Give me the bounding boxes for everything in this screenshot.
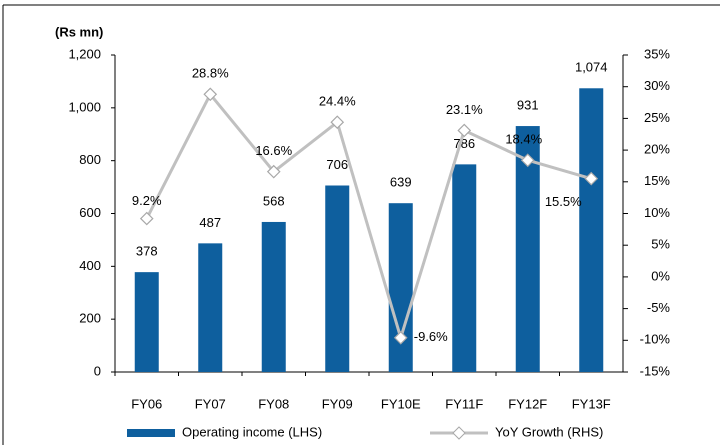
growth-marker xyxy=(393,330,408,345)
growth-marker xyxy=(457,123,472,138)
growth-value-label: 15.5% xyxy=(545,194,582,209)
growth-marker xyxy=(139,211,154,226)
x-tick-label: FY13F xyxy=(572,396,611,411)
x-tick-label: FY10E xyxy=(381,396,421,411)
y-tick-label: 800 xyxy=(79,152,101,167)
y2-tick-label: -5% xyxy=(647,300,671,315)
bar xyxy=(261,221,286,372)
x-tick-label: FY06 xyxy=(131,396,162,411)
growth-line xyxy=(145,91,592,343)
y-tick-label: 600 xyxy=(79,205,101,220)
y-tick-label: 0 xyxy=(94,363,101,378)
bar xyxy=(452,164,477,372)
legend-label: Operating income (LHS) xyxy=(182,424,322,439)
y2-tick-label: 0% xyxy=(651,268,670,283)
bar-value-label: 378 xyxy=(136,244,158,259)
x-tick-label: FY12F xyxy=(508,396,547,411)
x-tick-label: FY07 xyxy=(195,396,226,411)
growth-value-label: 23.1% xyxy=(446,102,483,117)
bar xyxy=(579,88,604,372)
x-tick-label: FY08 xyxy=(258,396,289,411)
bar-value-label: 639 xyxy=(390,175,412,190)
legend-label: YoY Growth (RHS) xyxy=(495,424,603,439)
legend-marker xyxy=(452,426,466,440)
y2-tick-label: 10% xyxy=(644,205,670,220)
y2-tick-label: -15% xyxy=(640,363,671,378)
y-tick-label: 200 xyxy=(79,311,101,326)
growth-value-label: 24.4% xyxy=(319,94,356,109)
bar-value-label: 931 xyxy=(517,97,539,112)
bar xyxy=(388,203,413,372)
y2-tick-label: 15% xyxy=(644,173,670,188)
x-tick-label: FY11F xyxy=(445,396,483,411)
bar xyxy=(134,272,159,372)
y2-tick-label: 35% xyxy=(644,46,670,61)
y-tick-label: 1,200 xyxy=(68,46,101,61)
bar-value-label: 786 xyxy=(453,136,475,151)
bar-value-label: 1,074 xyxy=(575,60,608,75)
y2-tick-label: -10% xyxy=(640,332,671,347)
y-tick-label: 400 xyxy=(79,258,101,273)
bar-value-label: 568 xyxy=(263,193,285,208)
growth-marker xyxy=(584,171,599,186)
y-tick-label: 1,000 xyxy=(68,99,101,114)
x-tick-label: FY09 xyxy=(322,396,353,411)
y2-tick-label: 30% xyxy=(644,78,670,93)
growth-value-label: 16.6% xyxy=(255,143,292,158)
bar xyxy=(325,185,350,372)
y2-tick-label: 20% xyxy=(644,142,670,157)
growth-value-label: 18.4% xyxy=(505,132,542,147)
growth-marker xyxy=(520,153,535,168)
growth-marker xyxy=(330,115,345,130)
bar xyxy=(198,243,223,372)
growth-marker xyxy=(266,164,281,179)
growth-value-label: 9.2% xyxy=(132,193,162,208)
bar-value-label: 706 xyxy=(326,157,348,172)
growth-value-label: -9.6% xyxy=(414,329,448,344)
growth-value-label: 28.8% xyxy=(192,66,229,81)
legend-swatch xyxy=(127,429,175,437)
y2-tick-label: 5% xyxy=(651,237,670,252)
y2-tick-label: 25% xyxy=(644,110,670,125)
bar-value-label: 487 xyxy=(199,215,221,230)
growth-marker xyxy=(203,87,218,102)
y-axis-title: (Rs mn) xyxy=(55,24,103,39)
